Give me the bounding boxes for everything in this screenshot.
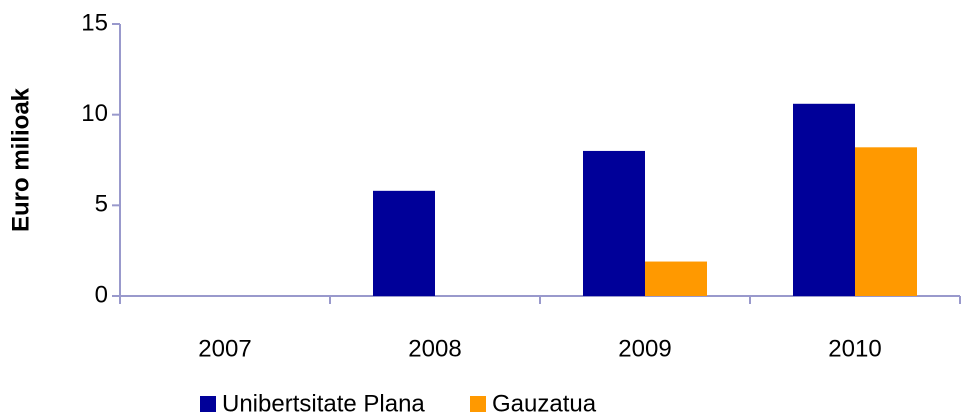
y-tick-label: 5 xyxy=(95,191,108,218)
bar xyxy=(855,147,917,296)
legend-label: Unibertsitate Plana xyxy=(222,390,425,417)
legend-swatch xyxy=(200,396,216,412)
y-tick-label: 0 xyxy=(95,281,108,308)
bar xyxy=(645,261,707,296)
bar xyxy=(793,103,855,296)
x-tick-label: 2010 xyxy=(828,335,881,362)
y-axis-label: Euro milioak xyxy=(7,87,34,232)
bar xyxy=(373,190,435,296)
x-tick-label: 2009 xyxy=(618,335,671,362)
legend-label: Gauzatua xyxy=(492,390,597,417)
legend-swatch xyxy=(470,396,486,412)
y-tick-label: 10 xyxy=(81,100,108,127)
y-tick-label: 15 xyxy=(81,9,108,36)
x-tick-label: 2008 xyxy=(408,335,461,362)
bar xyxy=(583,150,645,296)
x-tick-label: 2007 xyxy=(198,335,251,362)
